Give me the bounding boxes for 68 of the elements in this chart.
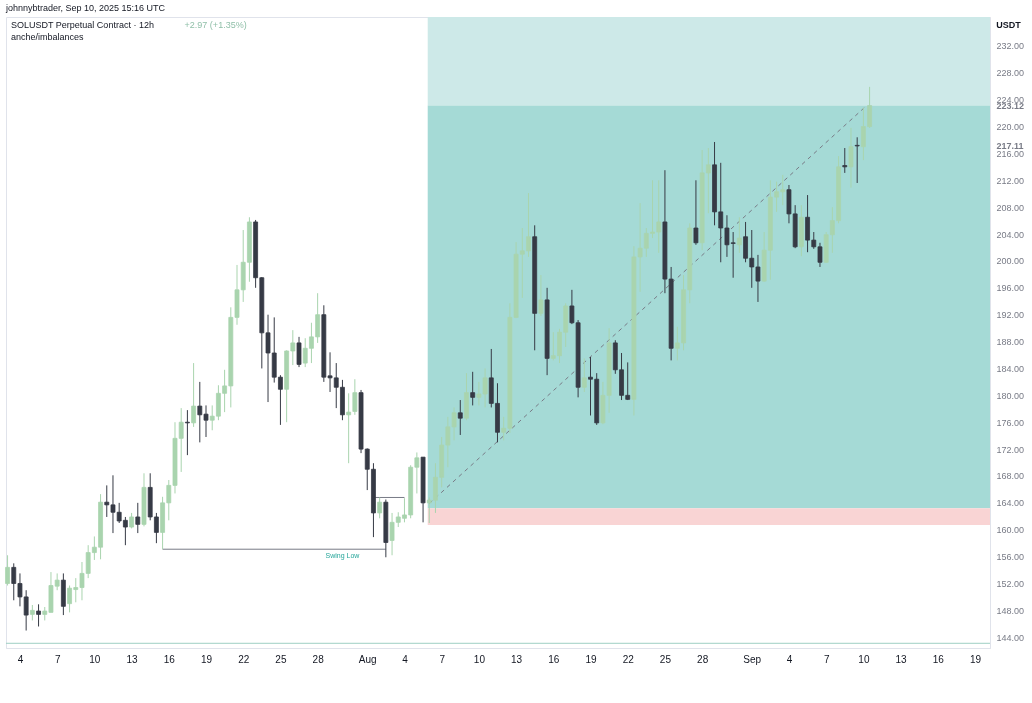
x-tick-label: 4	[402, 653, 409, 665]
x-tick-label: 13	[511, 653, 523, 665]
x-tick-label: 25	[275, 653, 287, 665]
candlestick	[135, 502, 141, 534]
y-tick-label: 180.00	[996, 390, 1025, 401]
chart-title: SOLUSDT Perpetual Contract · 12h	[11, 20, 154, 30]
candlestick	[736, 216, 742, 254]
x-tick-label: 7	[439, 653, 446, 665]
candlestick	[581, 357, 587, 393]
x-tick-label: 7	[54, 653, 61, 665]
candlestick	[5, 554, 10, 586]
candlestick	[457, 399, 463, 436]
x-tick-label: 4	[17, 653, 24, 665]
candlestick	[848, 127, 854, 189]
x-tick-label: 19	[585, 653, 598, 665]
candlestick	[377, 496, 383, 519]
y-tick-label: 152.00	[996, 578, 1025, 589]
candlestick	[36, 603, 41, 627]
x-tick-label: 16	[163, 653, 176, 665]
candlestick	[854, 136, 860, 184]
y-tick-label: 188.00	[996, 337, 1025, 348]
x-tick-label: 22	[238, 653, 250, 665]
candlestick	[185, 409, 190, 456]
y-tick-label: 160.00	[996, 525, 1025, 536]
y-tick-label: 156.00	[996, 552, 1025, 563]
y-tick-label: 228.00	[996, 68, 1025, 79]
x-tick-label: 28	[697, 653, 709, 665]
candlestick	[538, 274, 544, 317]
y-tick-label: 212.00	[996, 175, 1025, 186]
y-tick-label: 148.00	[996, 605, 1025, 616]
x-tick-label: 7	[823, 653, 830, 665]
x-tick-label: 22	[622, 653, 635, 665]
y-tick-label: 232.00	[996, 41, 1025, 52]
x-tick-label: 4	[786, 653, 793, 665]
text: johnnybtrader, Sep 10, 2025 15:16 UTC	[5, 3, 166, 13]
x-tick-label: 28	[312, 653, 325, 665]
y-tick-label: 168.00	[996, 471, 1025, 482]
x-tick-label: 19	[200, 653, 213, 665]
x-tick-label: 13	[126, 653, 139, 665]
x-tick-label: 10	[858, 653, 870, 665]
x-tick-label: 16	[932, 653, 945, 665]
x-tick-label: 13	[895, 653, 908, 665]
candlestick	[296, 336, 302, 368]
y-tick-label: 220.00	[996, 122, 1025, 133]
candlestick	[191, 362, 196, 428]
candlestick	[842, 147, 848, 174]
y-tick-label: 144.00	[996, 632, 1025, 643]
y-tick-label: 208.00	[996, 202, 1025, 213]
y-tick-label: 204.00	[996, 229, 1025, 240]
y-tick-label: 192.00	[996, 310, 1025, 321]
candlestick	[470, 371, 476, 406]
y-tick-label: 184.00	[996, 363, 1025, 374]
y-tick-label: 164.00	[996, 498, 1025, 509]
x-tick-label: Sep	[743, 653, 762, 665]
y-tick-label: 196.00	[996, 283, 1025, 294]
x-tick-label: 19	[969, 653, 982, 665]
x-tick-label: 25	[659, 653, 672, 665]
x-tick-label: Aug	[358, 653, 377, 665]
candlestick	[693, 179, 699, 246]
y-axis-title: USDT	[996, 19, 1022, 30]
x-tick-label: 10	[473, 653, 486, 665]
y-tick-label: 172.00	[996, 444, 1025, 455]
y-tick-label: 200.00	[996, 256, 1025, 267]
chart-subtitle: +2.97 (+1.35%)	[184, 20, 247, 30]
annotation: anche/imbalances	[11, 32, 85, 42]
y-tick-label: 176.00	[996, 417, 1025, 428]
x-tick-label: 16	[548, 653, 560, 665]
x-tick-label: 10	[89, 653, 101, 665]
